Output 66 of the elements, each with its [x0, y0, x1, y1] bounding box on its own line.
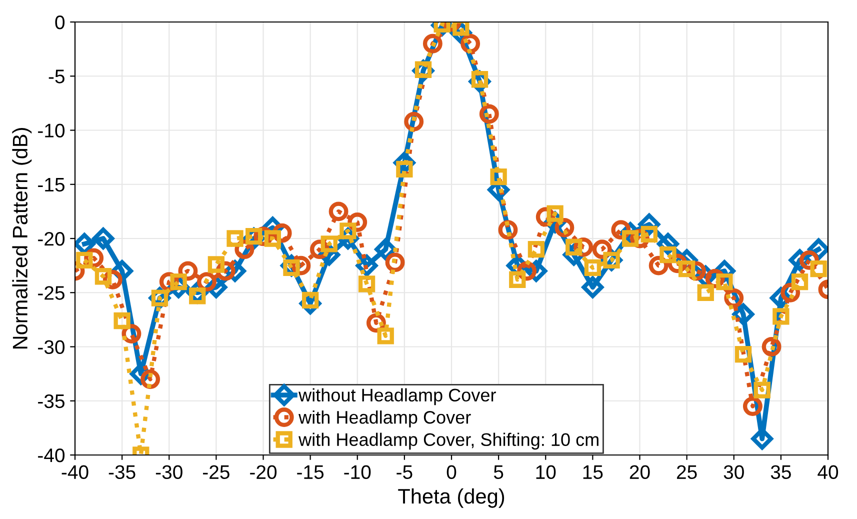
point [810, 260, 827, 278]
point [754, 382, 770, 398]
point [697, 284, 714, 301]
point [479, 104, 499, 124]
y-tick-label: -5 [48, 70, 64, 84]
point [490, 168, 507, 186]
legend-label: with Headlamp Cover, Shifting: 10 cm [298, 432, 598, 450]
x-tick-label: -35 [108, 465, 136, 480]
point [742, 396, 762, 416]
x-tick-label: 30 [724, 465, 744, 480]
y-tick-label: -20 [38, 232, 65, 246]
point [377, 328, 394, 344]
point [76, 252, 93, 268]
point [762, 337, 782, 356]
point [678, 260, 696, 278]
point [498, 220, 518, 240]
point [791, 273, 808, 290]
point [584, 259, 602, 276]
x-tick-label: 10 [536, 465, 556, 480]
x-tick-label: 40 [818, 465, 838, 480]
x-tick-label: -30 [156, 465, 182, 480]
legend-label: with Headlamp Cover [298, 410, 471, 428]
point [772, 308, 790, 325]
point [92, 228, 114, 250]
x-tick-label: -10 [344, 465, 371, 480]
point [716, 273, 733, 290]
x-tick-label: 15 [583, 465, 603, 480]
point [640, 226, 658, 243]
y-tick-label: -15 [38, 178, 64, 192]
x-tick-label: 35 [770, 465, 791, 480]
point [114, 312, 130, 330]
point [546, 205, 564, 222]
x-tick-label: 0 [446, 465, 456, 480]
point [328, 202, 348, 222]
point [724, 288, 744, 308]
x-tick-label: 25 [676, 465, 697, 480]
point [660, 246, 676, 264]
y-axis-title: Normalized Pattern (dB) [12, 128, 32, 349]
y-tick-label: 0 [55, 15, 65, 30]
x-tick-label: -40 [62, 465, 88, 480]
point [422, 34, 442, 54]
point [509, 271, 526, 288]
point [528, 240, 545, 258]
x-tick-label: -5 [396, 465, 412, 480]
y-tick-label: -25 [38, 286, 64, 300]
point [226, 230, 244, 247]
legend-label: without Headlamp Cover [298, 388, 496, 406]
y-tick-label: -35 [38, 394, 64, 408]
y-tick-label: -40 [38, 448, 65, 462]
x-tick-label: -25 [203, 465, 230, 480]
point [734, 346, 752, 363]
y-tick-label: -10 [38, 124, 65, 138]
x-axis-title: Theta (deg) [398, 488, 504, 508]
point [208, 256, 225, 273]
x-tick-label: 20 [630, 465, 650, 480]
point [732, 303, 754, 326]
point [320, 236, 338, 252]
x-tick-label: -20 [250, 465, 277, 480]
y-tick-label: -30 [38, 340, 65, 354]
point [94, 268, 112, 285]
x-tick-label: -15 [297, 465, 324, 480]
point [264, 230, 281, 247]
x-tick-label: 5 [494, 465, 504, 480]
point [358, 276, 376, 292]
point [582, 276, 604, 298]
point [385, 252, 405, 272]
